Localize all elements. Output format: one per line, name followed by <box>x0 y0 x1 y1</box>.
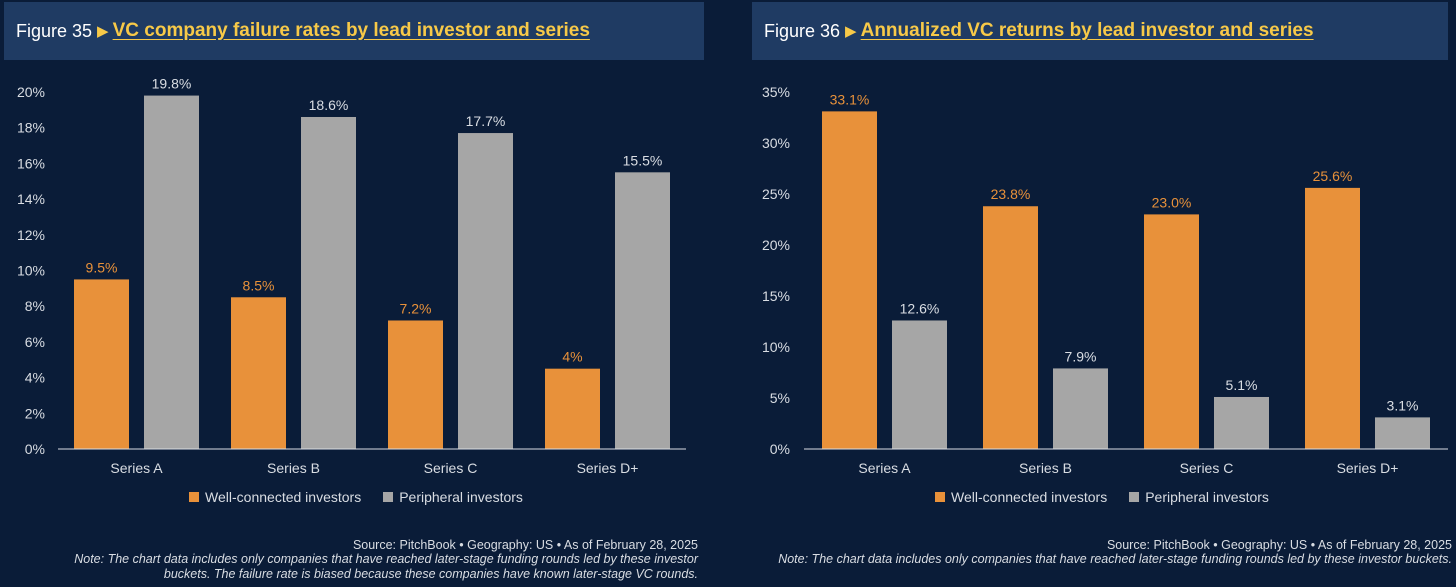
y-tick-label: 10% <box>762 339 790 355</box>
data-label: 15.5% <box>623 152 663 168</box>
x-tick-label: Series C <box>1180 460 1234 476</box>
note-text: Note: The chart data includes only compa… <box>778 552 1452 567</box>
chart-legend: Well-connected investors Peripheral inve… <box>748 489 1456 505</box>
bar-peripheral <box>1214 396 1269 449</box>
y-tick-label: 2% <box>25 405 45 421</box>
legend-swatch-orange <box>189 492 200 502</box>
data-label: 7.9% <box>1065 348 1097 364</box>
y-tick-label: 20% <box>17 84 45 100</box>
y-tick-label: 0% <box>770 441 790 457</box>
data-label: 23.8% <box>991 186 1031 202</box>
data-label: 18.6% <box>309 97 349 113</box>
y-tick-label: 6% <box>25 334 45 350</box>
y-tick-label: 14% <box>17 191 45 207</box>
y-tick-label: 18% <box>17 120 45 136</box>
x-tick-label: Series D+ <box>1337 460 1399 476</box>
x-tick-label: Series A <box>858 460 911 476</box>
figure-35-panel: Figure 35 ▶ VC company failure rates by … <box>0 0 712 587</box>
bar-well-connected <box>1144 214 1199 449</box>
bar-well-connected <box>231 297 286 449</box>
data-label: 5.1% <box>1226 377 1258 393</box>
source-line: Source: PitchBook • Geography: US • As o… <box>1106 538 1452 552</box>
bar-well-connected <box>1305 187 1360 449</box>
legend-label: Peripheral investors <box>399 489 523 505</box>
legend-item-peripheral: Peripheral investors <box>1129 489 1269 505</box>
note-text: Note: The chart data includes only compa… <box>74 552 698 582</box>
x-tick-label: Series A <box>110 460 163 476</box>
y-tick-label: 12% <box>17 227 45 243</box>
legend-swatch-gray <box>1129 492 1140 502</box>
bar-well-connected <box>388 320 443 449</box>
bar-well-connected <box>74 279 129 449</box>
y-tick-label: 30% <box>762 135 790 151</box>
y-tick-label: 10% <box>17 263 45 279</box>
data-label: 4% <box>562 349 582 365</box>
bar-peripheral <box>1375 417 1430 449</box>
legend-label: Peripheral investors <box>1145 489 1269 505</box>
data-label: 3.1% <box>1387 397 1419 413</box>
returns-chart: 0% 5% 10% 15% 20% 25% 30% 35% 33.1% 12.6% Series A… <box>762 84 1448 476</box>
y-tick-label: 20% <box>762 237 790 253</box>
y-tick-label: 4% <box>25 370 45 386</box>
legend-label: Well-connected investors <box>205 489 362 505</box>
figure-label: Figure 35 <box>16 20 93 41</box>
caret-right-icon: ▶ <box>97 23 109 40</box>
source-line: Source: PitchBook • Geography: US • As o… <box>352 538 698 552</box>
figure-title: VC company failure rates by lead investo… <box>112 20 590 41</box>
note-line: Note: The chart data includes only compa… <box>778 552 1452 566</box>
bar-well-connected <box>545 368 600 449</box>
figure-header: Figure 35 ▶ VC company failure rates by … <box>4 2 704 60</box>
data-label: 12.6% <box>900 300 940 316</box>
data-label: 9.5% <box>86 259 118 275</box>
y-tick-label: 0% <box>25 441 45 457</box>
y-tick-label: 15% <box>762 288 790 304</box>
figure-36-panel: Figure 36 ▶ Annualized VC returns by lea… <box>748 0 1456 587</box>
figure-header: Figure 36 ▶ Annualized VC returns by lea… <box>752 2 1448 60</box>
x-tick-label: Series B <box>267 460 320 476</box>
data-label: 8.5% <box>243 277 275 293</box>
y-tick-label: 35% <box>762 84 790 100</box>
note-line: Note: The chart data includes only compa… <box>74 552 698 566</box>
bar-peripheral <box>892 320 947 449</box>
bar-peripheral <box>458 133 513 449</box>
legend-label: Well-connected investors <box>951 489 1108 505</box>
legend-item-well-connected: Well-connected investors <box>935 489 1107 505</box>
bar-peripheral <box>1053 368 1108 449</box>
x-tick-label: Series B <box>1019 460 1072 476</box>
failure-rate-chart: 0% 2% 4% 6% 8% 10% 12% 14% 16% 18% 20% 9.5% 19.8% Ser… <box>17 76 686 476</box>
y-tick-label: 16% <box>17 155 45 171</box>
data-label: 17.7% <box>466 113 506 129</box>
bar-peripheral <box>301 116 356 450</box>
x-tick-label: Series C <box>424 460 478 476</box>
y-tick-label: 5% <box>770 390 790 406</box>
legend-item-well-connected: Well-connected investors <box>189 489 361 505</box>
data-label: 33.1% <box>830 91 870 107</box>
bar-well-connected <box>822 111 877 449</box>
figure-label: Figure 36 <box>764 20 841 41</box>
caret-right-icon: ▶ <box>845 23 857 40</box>
legend-item-peripheral: Peripheral investors <box>383 489 523 505</box>
data-label: 7.2% <box>400 300 432 316</box>
note-line: buckets. The failure rate is biased beca… <box>163 567 698 581</box>
legend-swatch-orange <box>935 492 946 502</box>
y-tick-label: 8% <box>25 298 45 314</box>
x-tick-label: Series D+ <box>577 460 639 476</box>
bar-peripheral <box>615 172 670 449</box>
chart-legend: Well-connected investors Peripheral inve… <box>0 489 712 505</box>
data-label: 19.8% <box>152 76 192 92</box>
figure-title: Annualized VC returns by lead investor a… <box>860 20 1314 41</box>
bar-well-connected <box>983 206 1038 449</box>
y-tick-label: 25% <box>762 186 790 202</box>
bar-peripheral <box>144 95 199 449</box>
legend-swatch-gray <box>383 492 394 502</box>
data-label: 25.6% <box>1313 168 1353 184</box>
data-label: 23.0% <box>1152 194 1192 210</box>
